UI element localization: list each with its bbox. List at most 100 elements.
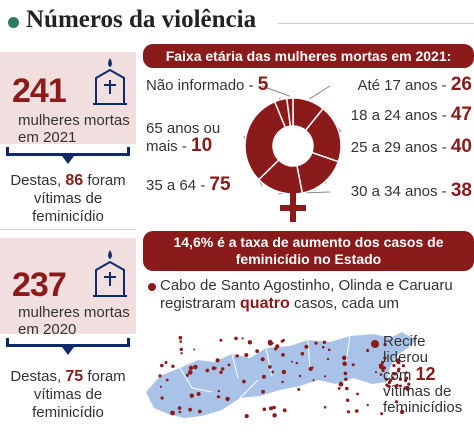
map-dot (324, 375, 327, 378)
stat-line1-2020: mulheres mortas (18, 304, 130, 321)
stat-line1-2021: mulheres mortas (18, 112, 130, 129)
map-dot (215, 358, 220, 363)
age-label: Não informado - 5 (146, 74, 269, 95)
donut-chart (244, 97, 342, 195)
recife-bullet-icon (371, 340, 379, 348)
map-dot (281, 369, 287, 375)
map-dot (205, 368, 210, 373)
map-dot (383, 356, 387, 360)
map-dot (383, 343, 387, 347)
stat-desc-2021: Destas, 86 foram vítimas de feminicídio (10, 172, 126, 225)
map-dot (165, 378, 169, 382)
map-dot (394, 400, 399, 404)
stat-separator (0, 229, 136, 230)
map-dot (337, 387, 341, 390)
map-dot (304, 344, 309, 349)
map-dot (345, 386, 349, 391)
map-dot (338, 381, 344, 387)
map-dot (281, 353, 285, 357)
map-dot (241, 337, 244, 340)
map-dot (261, 374, 266, 379)
map-dot (158, 374, 162, 378)
map-dot (326, 357, 330, 361)
map-dot (255, 349, 260, 353)
donut-slice (285, 97, 294, 128)
map-dot (185, 373, 189, 377)
pernambuco-map-icon (146, 332, 416, 419)
recife-text: Recife liderou com 12 vítimas de feminic… (383, 333, 463, 416)
cabo-text: Cabo de Santo Agostinho, Olinda e Caruar… (160, 277, 453, 312)
map-dot (346, 410, 351, 414)
map-dot (193, 348, 196, 351)
map-dot (406, 388, 409, 392)
map-dot (196, 392, 201, 396)
map-dot (170, 410, 175, 416)
map-dot (267, 339, 273, 345)
map-dot (392, 363, 396, 368)
map-dot (211, 366, 216, 371)
map-dot (160, 396, 164, 400)
map-dot (281, 380, 284, 384)
cabo-bullet-icon (148, 283, 156, 291)
map-dot (164, 361, 168, 364)
map-dot (160, 363, 164, 368)
map-dot (189, 393, 194, 398)
map-dot (323, 406, 327, 409)
map-dot (398, 377, 402, 381)
stat-bracket-2021 (6, 147, 130, 156)
map-dot (272, 405, 276, 410)
candle-icon (93, 58, 127, 105)
map-dot (396, 369, 401, 373)
map-dot (171, 364, 175, 368)
map-dot (197, 409, 202, 414)
map-dot (188, 407, 192, 412)
map-dot (355, 409, 359, 413)
map-dot (366, 349, 370, 353)
map-dot (342, 355, 347, 361)
map-dot (216, 395, 220, 399)
map-dot (188, 365, 194, 371)
map-dot (311, 366, 314, 369)
map-dot (219, 338, 223, 342)
map-dot (391, 376, 395, 380)
map-dot (290, 360, 293, 363)
map-dot (396, 358, 401, 362)
map-dot (269, 406, 273, 411)
map-dot (321, 345, 325, 349)
map-dot (274, 347, 278, 351)
map-dot (346, 398, 350, 402)
map-dot (193, 364, 198, 370)
stat-line2-2021: em 2021 (18, 129, 77, 146)
connector-line (261, 85, 290, 97)
map-dot (387, 384, 391, 389)
age-label: Até 17 anos - 26 (357, 74, 472, 95)
map-dot (381, 366, 385, 370)
map-dot (178, 335, 183, 340)
age-label: 65 anos ou mais - 10 (146, 120, 221, 156)
map-dot (178, 410, 182, 414)
map-dot (271, 370, 275, 374)
map-dot (159, 385, 162, 388)
map-dot (343, 371, 348, 376)
map-dot (179, 340, 182, 343)
map-dot (262, 407, 267, 412)
map-dot (403, 386, 407, 390)
map-dot (374, 371, 378, 374)
map-dot (214, 367, 217, 369)
map-dot (235, 354, 239, 358)
map-dot (392, 371, 396, 376)
map-dot (260, 357, 265, 362)
map-dot (407, 382, 411, 386)
age-label: 35 a 64 - 75 (146, 174, 231, 195)
map-dot (401, 364, 405, 368)
candle-icon (93, 250, 127, 297)
age-chart (243, 85, 342, 222)
map-dot (298, 374, 302, 378)
connector-line (309, 85, 331, 100)
age-label: 30 a 34 anos - 38 (350, 180, 472, 201)
increase-banner: 14,6% é a taxa de aumento dos casos de f… (143, 231, 474, 271)
donut-slice (244, 100, 287, 181)
map-dot (268, 365, 272, 369)
map-dot (272, 413, 277, 418)
map-dot (380, 412, 384, 416)
